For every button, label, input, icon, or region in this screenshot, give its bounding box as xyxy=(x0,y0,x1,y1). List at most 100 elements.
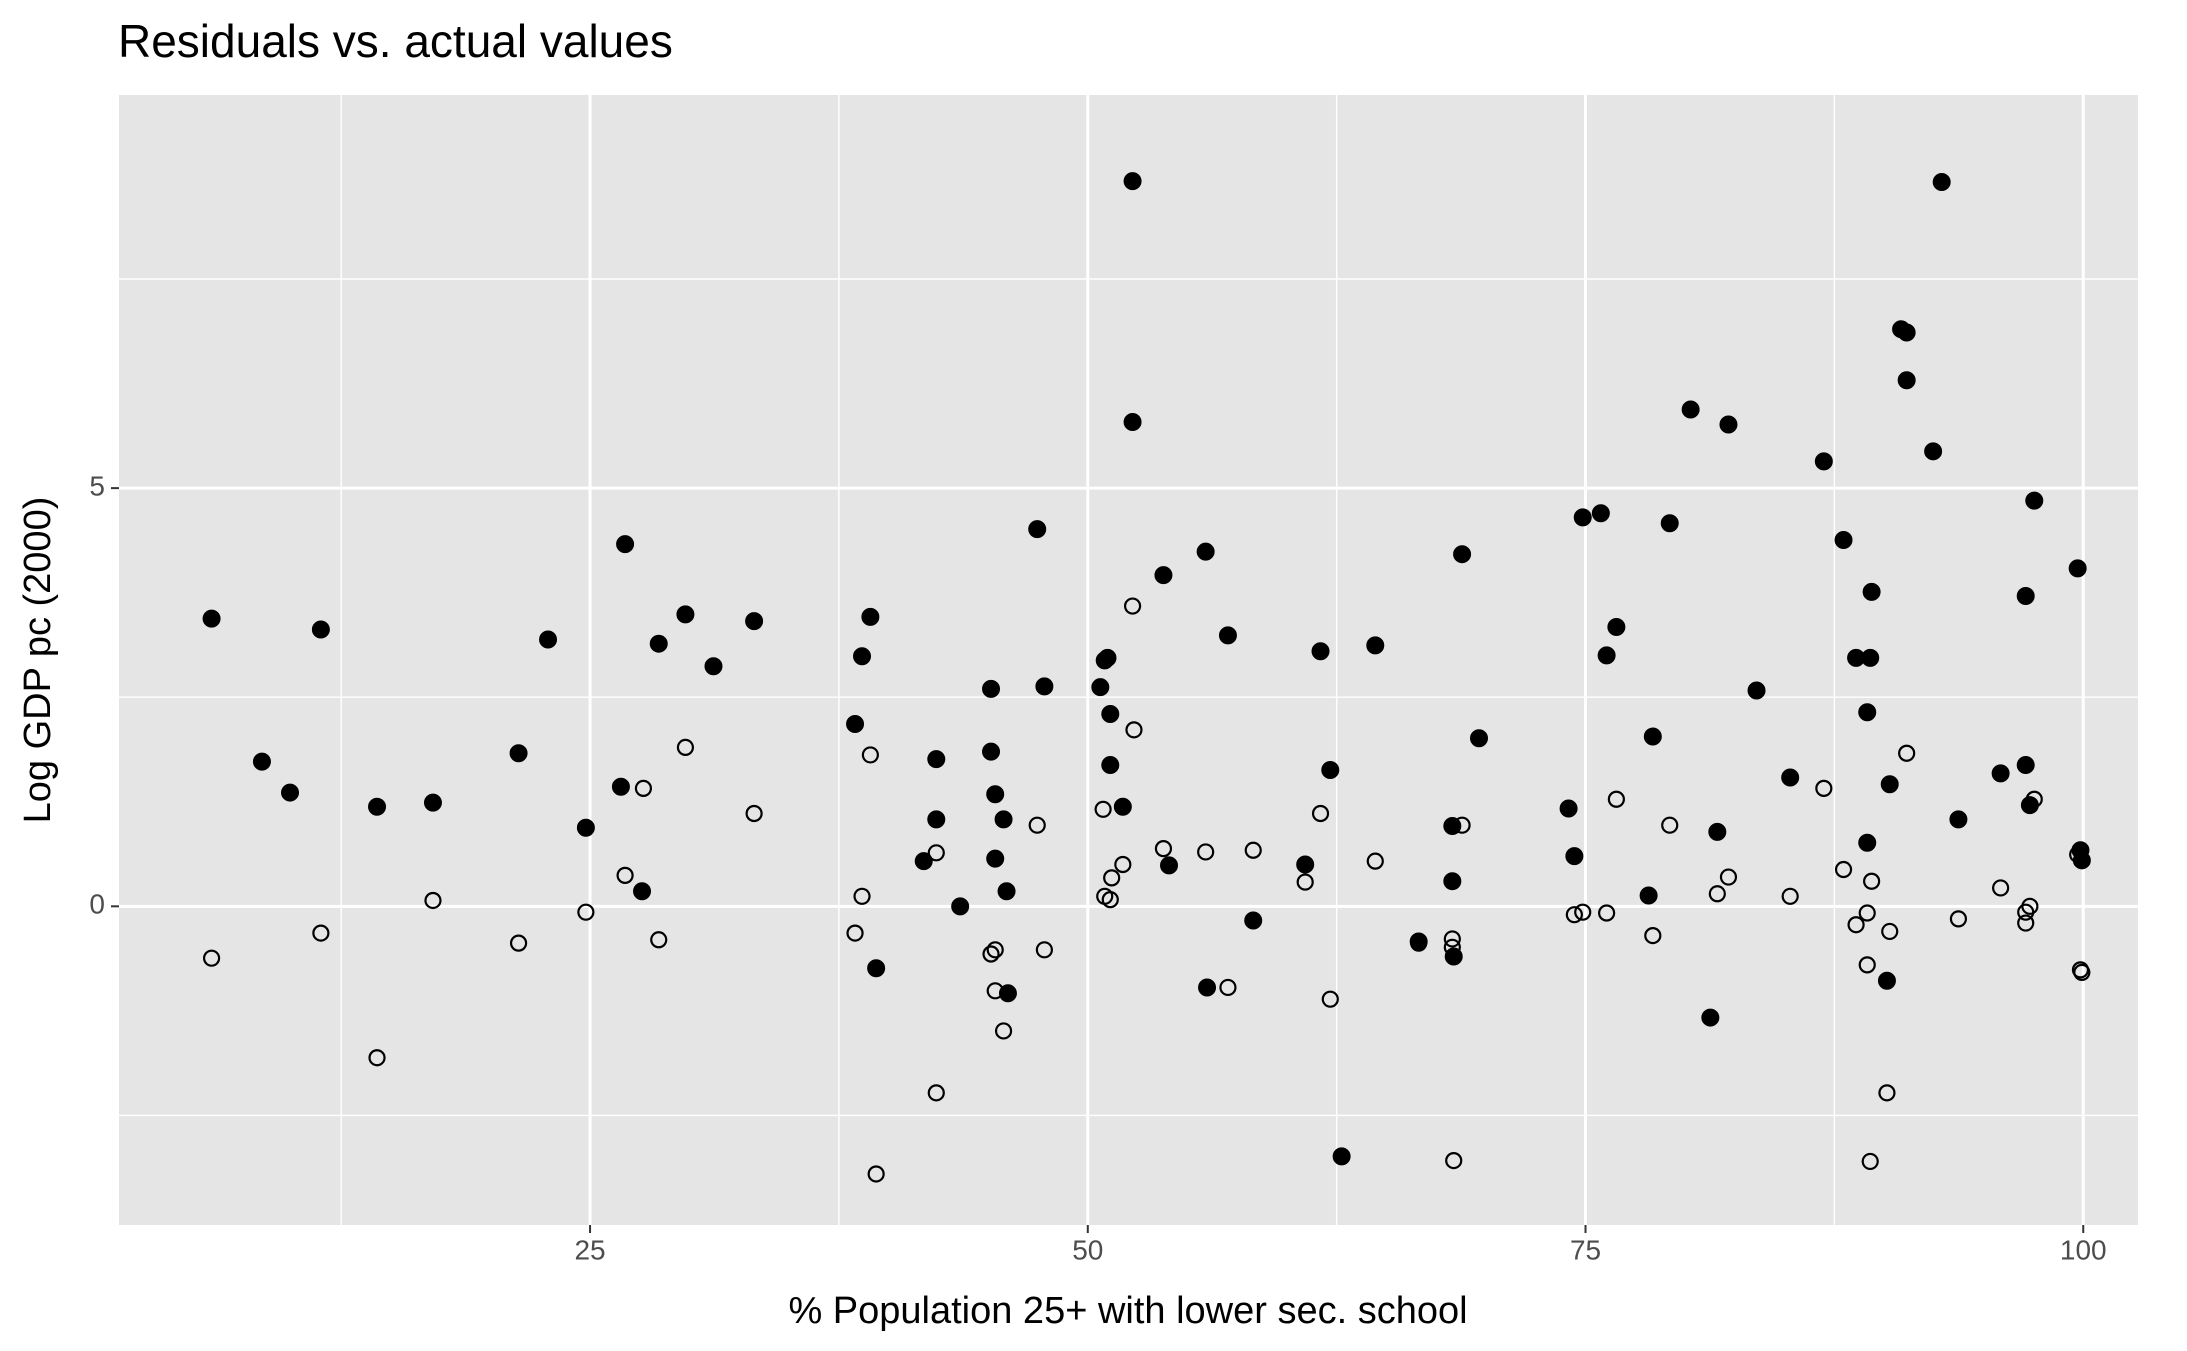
point xyxy=(1443,938,1461,956)
point xyxy=(281,783,300,802)
point xyxy=(633,882,652,901)
point xyxy=(312,924,330,942)
point xyxy=(1781,887,1799,905)
point xyxy=(1991,764,2010,783)
point xyxy=(1035,941,1053,959)
point xyxy=(2025,790,2043,808)
x-tick-label: 75 xyxy=(1570,1234,1601,1265)
point xyxy=(1878,1084,1896,1102)
point xyxy=(634,779,653,797)
point xyxy=(1949,810,1968,829)
y-axis-title: Log GDP pc (2000) xyxy=(17,497,59,824)
point xyxy=(1113,797,1132,816)
point xyxy=(1311,642,1330,661)
point xyxy=(2017,914,2035,932)
point xyxy=(1681,400,1700,419)
point xyxy=(986,849,1005,868)
point xyxy=(1028,816,1046,834)
point xyxy=(704,657,723,676)
point xyxy=(1101,704,1120,723)
point xyxy=(2016,587,2035,606)
x-tick-label: 50 xyxy=(1072,1234,1103,1265)
point xyxy=(1897,323,1916,342)
point xyxy=(2016,755,2035,774)
point xyxy=(982,945,1000,963)
point xyxy=(649,634,668,653)
point xyxy=(1643,727,1662,746)
point xyxy=(994,1022,1013,1040)
point xyxy=(1898,744,1916,762)
point xyxy=(1101,755,1120,774)
point xyxy=(1834,860,1853,879)
point xyxy=(1861,1152,1879,1171)
point xyxy=(997,882,1016,901)
point xyxy=(1443,872,1462,891)
point xyxy=(1863,872,1881,890)
point xyxy=(986,785,1005,804)
point xyxy=(1858,833,1877,852)
point xyxy=(2068,559,2087,578)
point xyxy=(994,810,1013,829)
point xyxy=(1470,729,1489,748)
point xyxy=(846,714,865,733)
point xyxy=(986,941,1004,959)
point xyxy=(1332,1147,1351,1166)
point xyxy=(2025,491,2044,510)
point xyxy=(2069,845,2087,864)
point xyxy=(1154,840,1173,858)
point xyxy=(1198,978,1217,997)
point xyxy=(1639,886,1658,905)
point xyxy=(1321,760,1340,779)
point xyxy=(745,804,763,823)
point xyxy=(998,984,1017,1003)
point xyxy=(1858,956,1876,974)
point xyxy=(986,982,1004,1000)
point xyxy=(1366,636,1385,655)
point xyxy=(927,844,945,862)
point xyxy=(1098,648,1117,667)
point xyxy=(1154,566,1173,585)
point xyxy=(1091,678,1110,697)
point xyxy=(1123,172,1142,191)
point xyxy=(1160,856,1179,875)
point xyxy=(576,818,595,837)
point xyxy=(1196,542,1215,561)
point xyxy=(867,1165,885,1183)
point xyxy=(1607,617,1626,636)
point xyxy=(539,630,558,649)
point xyxy=(1880,775,1899,794)
point xyxy=(1453,545,1472,564)
point xyxy=(1410,934,1428,952)
point xyxy=(650,931,668,949)
point xyxy=(982,742,1001,761)
plot-panel xyxy=(119,95,2138,1225)
point xyxy=(853,647,872,666)
point xyxy=(1244,911,1263,930)
point xyxy=(1607,790,1625,808)
point xyxy=(1028,520,1047,539)
point xyxy=(423,793,442,812)
point xyxy=(1123,597,1142,615)
point xyxy=(1321,990,1339,1008)
point xyxy=(1597,646,1616,665)
point xyxy=(861,746,879,764)
point xyxy=(1445,1151,1463,1170)
point xyxy=(368,1049,386,1067)
point xyxy=(1708,822,1727,841)
point xyxy=(1858,904,1876,922)
point xyxy=(509,744,528,763)
point xyxy=(1708,885,1726,903)
point xyxy=(1296,873,1314,891)
point xyxy=(311,620,330,639)
point xyxy=(616,866,634,884)
x-tick-label: 100 xyxy=(2060,1234,2107,1265)
point xyxy=(1924,442,1943,461)
point xyxy=(616,535,635,554)
point xyxy=(846,924,864,942)
point xyxy=(1559,799,1578,818)
point xyxy=(1573,508,1592,527)
point xyxy=(1565,847,1584,866)
point xyxy=(1847,916,1865,934)
x-tick-label: 25 xyxy=(574,1234,605,1265)
point xyxy=(853,887,871,905)
